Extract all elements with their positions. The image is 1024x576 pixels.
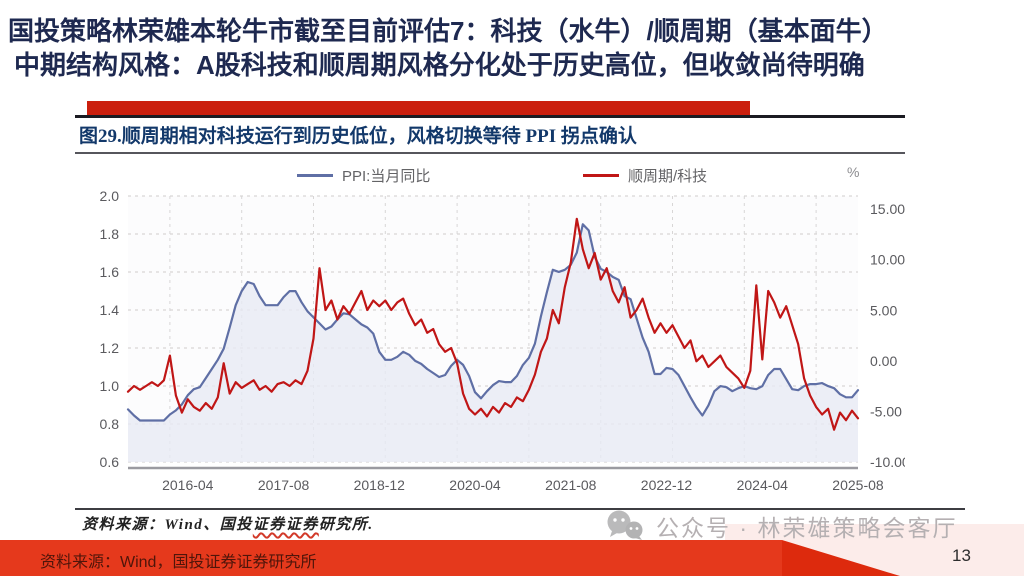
x-axis-tick: 2025-08 — [832, 477, 884, 493]
x-axis-tick: 2018-12 — [354, 477, 406, 493]
figure-source-prefix: 资料来源：Wind、国投 — [82, 517, 253, 533]
figure-source-note: 资料来源：Wind、国投证券证券研究所. — [82, 513, 374, 534]
figure-caption: 图29.顺周期相对科技运行到历史低位，风格切换等待 PPI 拐点确认 — [75, 115, 905, 154]
figure-source-divider — [75, 508, 965, 510]
legend-label-ppi: PPI:当月同比 — [342, 168, 431, 185]
footer-source-text: 资料来源：Wind，国投证券证券研究所 — [40, 554, 317, 571]
title-line-2: 中期结构风格：A股科技和顺周期风格分化处于历史高位，但收敛尚待明确 — [14, 50, 865, 80]
figure-panel: 图29.顺周期相对科技运行到历史低位，风格切换等待 PPI 拐点确认 PPI:当… — [75, 115, 905, 502]
x-axis-tick: 2021-08 — [545, 477, 597, 493]
chart-legend: PPI:当月同比 顺周期/科技 % — [75, 154, 905, 190]
legend-swatch-ppi-icon — [297, 174, 333, 177]
figure-source-suffix: 研究所. — [318, 517, 374, 533]
legend-label-ratio: 顺周期/科技 — [628, 168, 708, 185]
figure-source-underlined: 证券证券 — [252, 517, 319, 533]
title-line-1: 国投策略林荣雄本轮牛市截至目前评估7：科技（水牛）/顺周期（基本面牛） — [8, 16, 888, 46]
watermark: 公众号 · 林荣雄策略会客厅 — [604, 509, 957, 543]
legend-swatch-ratio-icon — [583, 174, 619, 177]
title-underline-bar — [87, 101, 750, 116]
right-axis-tick: 5.00 — [870, 302, 897, 318]
left-axis-tick: 1.2 — [100, 340, 120, 356]
right-axis-tick: 15.00 — [870, 201, 905, 217]
right-axis-tick: -5.00 — [870, 403, 902, 419]
right-axis-tick: -10.00 — [870, 454, 905, 470]
left-axis-tick: 1.8 — [100, 226, 120, 242]
wechat-icon — [607, 510, 643, 540]
slide-title: 国投策略林荣雄本轮牛市截至目前评估7：科技（水牛）/顺周期（基本面牛） 中期结构… — [8, 14, 888, 82]
right-axis-tick: 0.00 — [870, 353, 897, 369]
right-axis-unit-label: % — [847, 164, 860, 180]
series-area-0 — [128, 224, 858, 462]
x-axis-tick: 2016-04 — [162, 477, 214, 493]
series-line-0 — [126, 223, 860, 422]
left-axis-tick: 1.6 — [100, 264, 120, 280]
right-axis-tick: 10.00 — [870, 252, 905, 268]
x-axis-tick: 2020-04 — [449, 477, 501, 493]
left-axis-tick: 1.0 — [100, 378, 120, 394]
left-axis-tick: 0.8 — [100, 416, 120, 432]
page-number: 13 — [952, 546, 971, 565]
watermark-text: 公众号 · 林荣雄策略会客厅 — [656, 515, 958, 541]
left-axis-tick: 2.0 — [100, 190, 120, 204]
chart-svg: 2.0 1.8 1.6 1.4 1.2 1.0 0.8 0.6 15.00 10.00 5.00 0.… — [100, 190, 905, 493]
x-axis-tick: 2017-08 — [258, 477, 310, 493]
footer-red-bar — [0, 540, 782, 576]
x-axis-tick: 2022-12 — [641, 477, 693, 493]
left-axis-tick: 1.4 — [100, 302, 120, 318]
left-axis-tick: 0.6 — [100, 454, 120, 470]
x-axis-tick: 2024-04 — [737, 477, 789, 493]
legend-item-ratio: 顺周期/科技 — [583, 165, 707, 186]
legend-item-ppi: PPI:当月同比 — [297, 165, 430, 186]
series-line-1 — [126, 217, 860, 431]
